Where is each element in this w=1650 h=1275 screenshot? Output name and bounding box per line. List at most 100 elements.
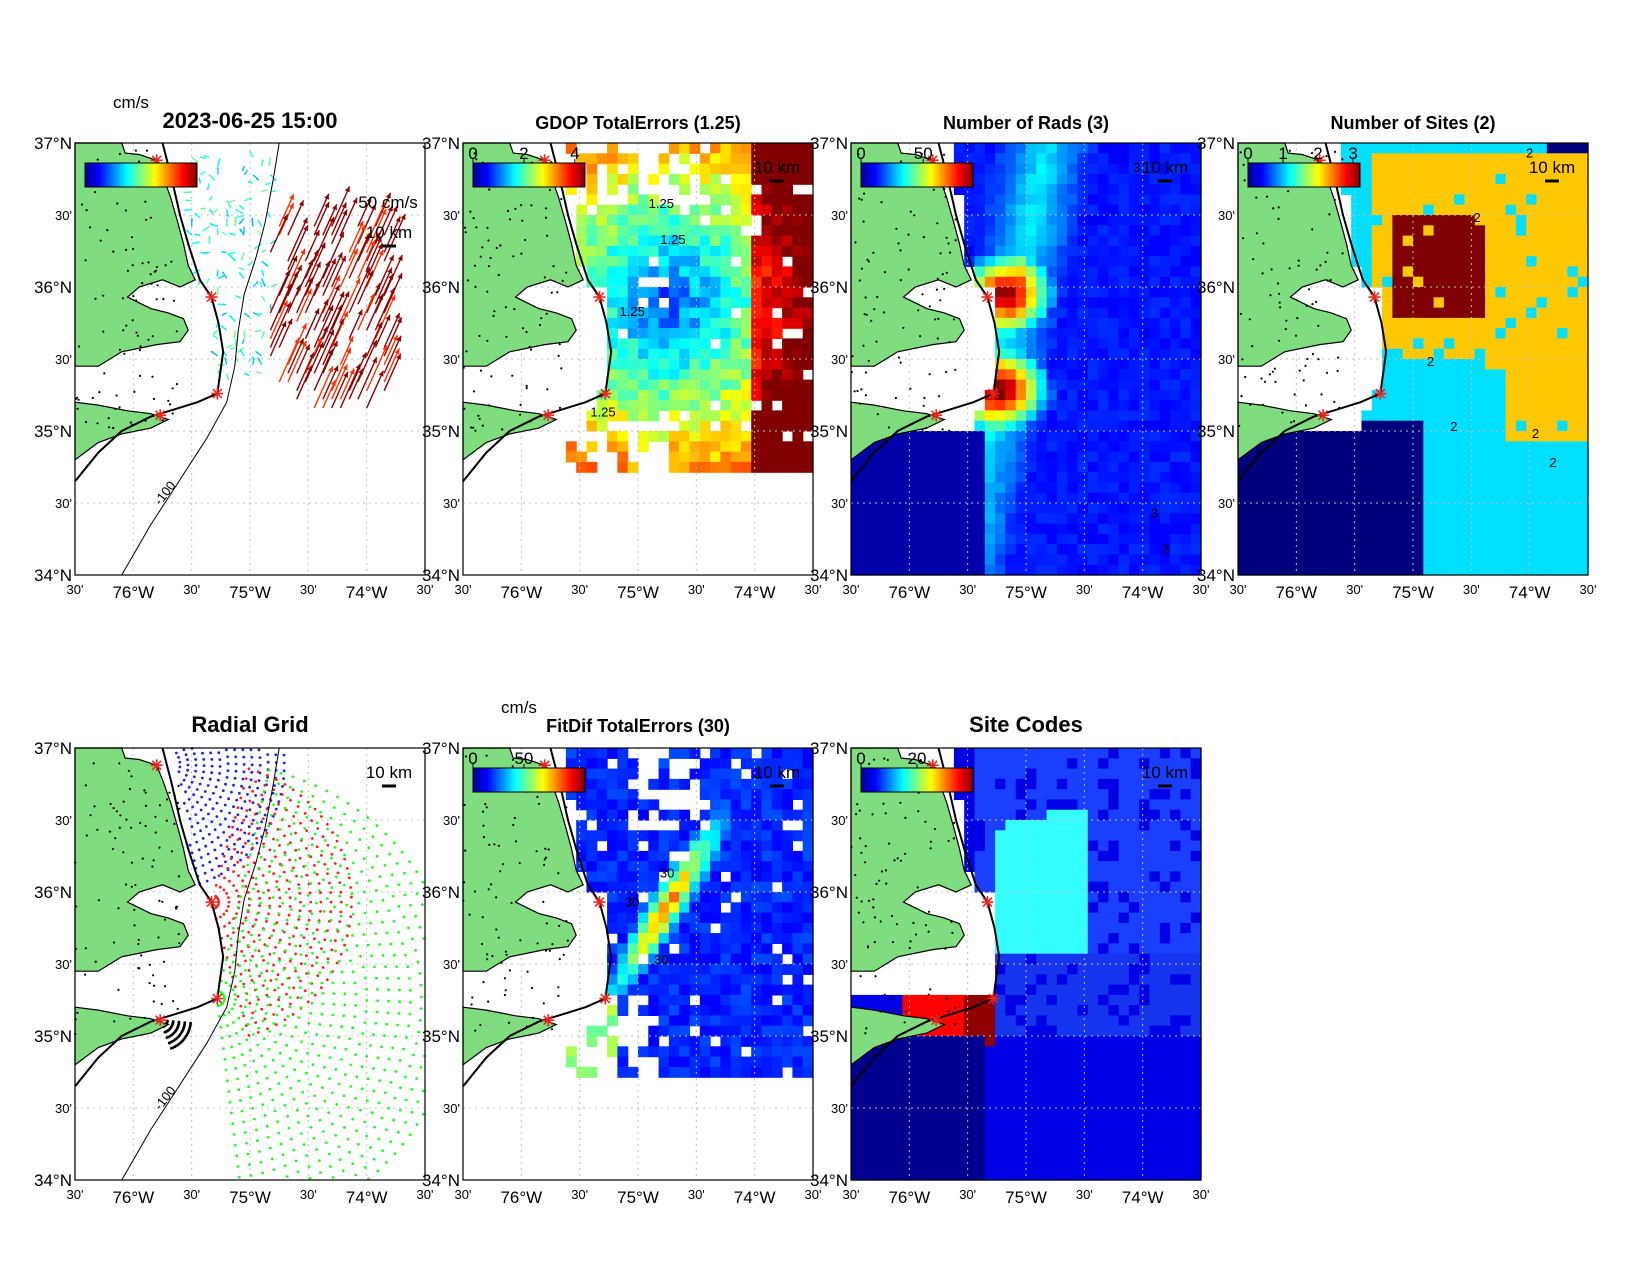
radial-grid-point <box>264 835 268 838</box>
current-vector <box>296 288 313 322</box>
radial-grid-point <box>316 974 320 978</box>
field-cell <box>1098 544 1109 555</box>
field-cell <box>1443 153 1455 165</box>
radial-grid-point <box>249 898 253 901</box>
field-cell <box>751 245 763 257</box>
field-cell <box>1402 194 1414 206</box>
field-cell <box>771 163 783 175</box>
field-cell <box>1056 410 1068 422</box>
field-cell <box>984 472 996 483</box>
radial-grid-point <box>226 1024 229 1027</box>
marsh-dot <box>112 426 115 430</box>
field-cell <box>1056 328 1068 339</box>
field-cell <box>1015 307 1027 319</box>
field-cell <box>1361 276 1373 288</box>
vector-head <box>283 300 288 307</box>
field-cell <box>1036 544 1048 555</box>
field-cell <box>1515 276 1527 288</box>
field-cell <box>1149 359 1161 370</box>
field-cell <box>1443 513 1455 525</box>
field-cell <box>1361 153 1373 165</box>
marsh-dot <box>860 267 864 270</box>
radial-grid-point <box>204 803 208 807</box>
current-vector <box>374 294 396 340</box>
radial-grid-point <box>263 858 267 861</box>
field-cell <box>586 225 598 237</box>
radial-grid-point <box>354 1004 358 1007</box>
field-cell <box>1170 184 1181 195</box>
field-cell <box>761 431 773 442</box>
vector-head <box>396 353 401 360</box>
field-cell <box>1454 544 1466 555</box>
radial-grid-point <box>289 798 292 802</box>
radial-grid-point <box>329 970 333 974</box>
field-cell <box>912 533 924 545</box>
field-cell <box>1567 564 1579 576</box>
field-cell <box>1108 163 1120 175</box>
field-cell <box>1567 482 1579 494</box>
field-cell <box>1351 451 1363 463</box>
field-cell <box>1515 431 1527 442</box>
field-cell <box>1505 307 1517 319</box>
field-cell <box>1423 348 1435 360</box>
radial-grid-point <box>186 758 189 762</box>
field-cell <box>802 256 814 267</box>
field-cell <box>1046 472 1058 483</box>
radial-grid-point <box>318 1118 322 1122</box>
field-cell <box>1056 348 1068 360</box>
radial-grid-point <box>409 988 412 992</box>
panel-title: GDOP TotalErrors (1.25) <box>535 113 740 133</box>
vector-head <box>225 223 229 227</box>
vector-head <box>307 365 312 372</box>
field-cell <box>1128 544 1140 555</box>
field-cell <box>1077 297 1089 309</box>
field-cell <box>689 287 701 298</box>
radial-grid-point <box>381 920 384 924</box>
marsh-dot <box>883 311 886 314</box>
field-cell <box>1526 328 1538 339</box>
field-cell <box>1190 379 1202 391</box>
radial-grid-point <box>228 921 231 925</box>
field-cell <box>607 235 618 247</box>
field-cell <box>1413 215 1424 226</box>
radial-grid-point <box>283 1024 287 1027</box>
field-cell <box>617 276 629 288</box>
field-cell <box>1515 348 1527 360</box>
field-cell <box>782 184 793 195</box>
radial-grid-point <box>234 916 238 920</box>
radial-grid-point <box>357 1142 360 1146</box>
radial-grid-point <box>309 900 313 904</box>
field-cell <box>627 194 639 206</box>
barrier-islands <box>1237 142 1388 483</box>
field-cell <box>1108 153 1120 165</box>
radial-grid-point <box>297 918 301 921</box>
marsh-dot <box>1271 370 1274 373</box>
field-cell <box>751 317 763 329</box>
field-cell <box>1005 420 1017 432</box>
radial-grid-point <box>271 1058 275 1062</box>
field-cell <box>1505 287 1517 298</box>
field-cell <box>881 492 893 504</box>
radial-grid-point <box>288 936 291 940</box>
marsh-dot <box>880 201 883 204</box>
radial-grid-point <box>239 972 243 976</box>
field-cell <box>1536 400 1548 411</box>
field-cell <box>1118 194 1130 206</box>
current-vector <box>304 308 320 340</box>
field-cell <box>1180 184 1192 195</box>
radial-grid-point <box>232 819 236 823</box>
field-cell <box>617 410 629 422</box>
field-cell <box>1526 389 1538 401</box>
radial-grid-point <box>247 930 251 934</box>
radial-grid-point <box>404 1121 407 1124</box>
radial-grid-point <box>363 1120 367 1124</box>
field-cell <box>1118 369 1130 381</box>
field-cell <box>1046 338 1058 350</box>
field-cell <box>953 513 965 525</box>
radial-grid-point <box>242 763 246 766</box>
field-cell <box>1026 328 1037 339</box>
radial-grid-point <box>274 807 278 811</box>
radial-grid-point <box>397 930 400 934</box>
radial-grid-point <box>285 922 289 926</box>
field-cell <box>1036 523 1048 535</box>
